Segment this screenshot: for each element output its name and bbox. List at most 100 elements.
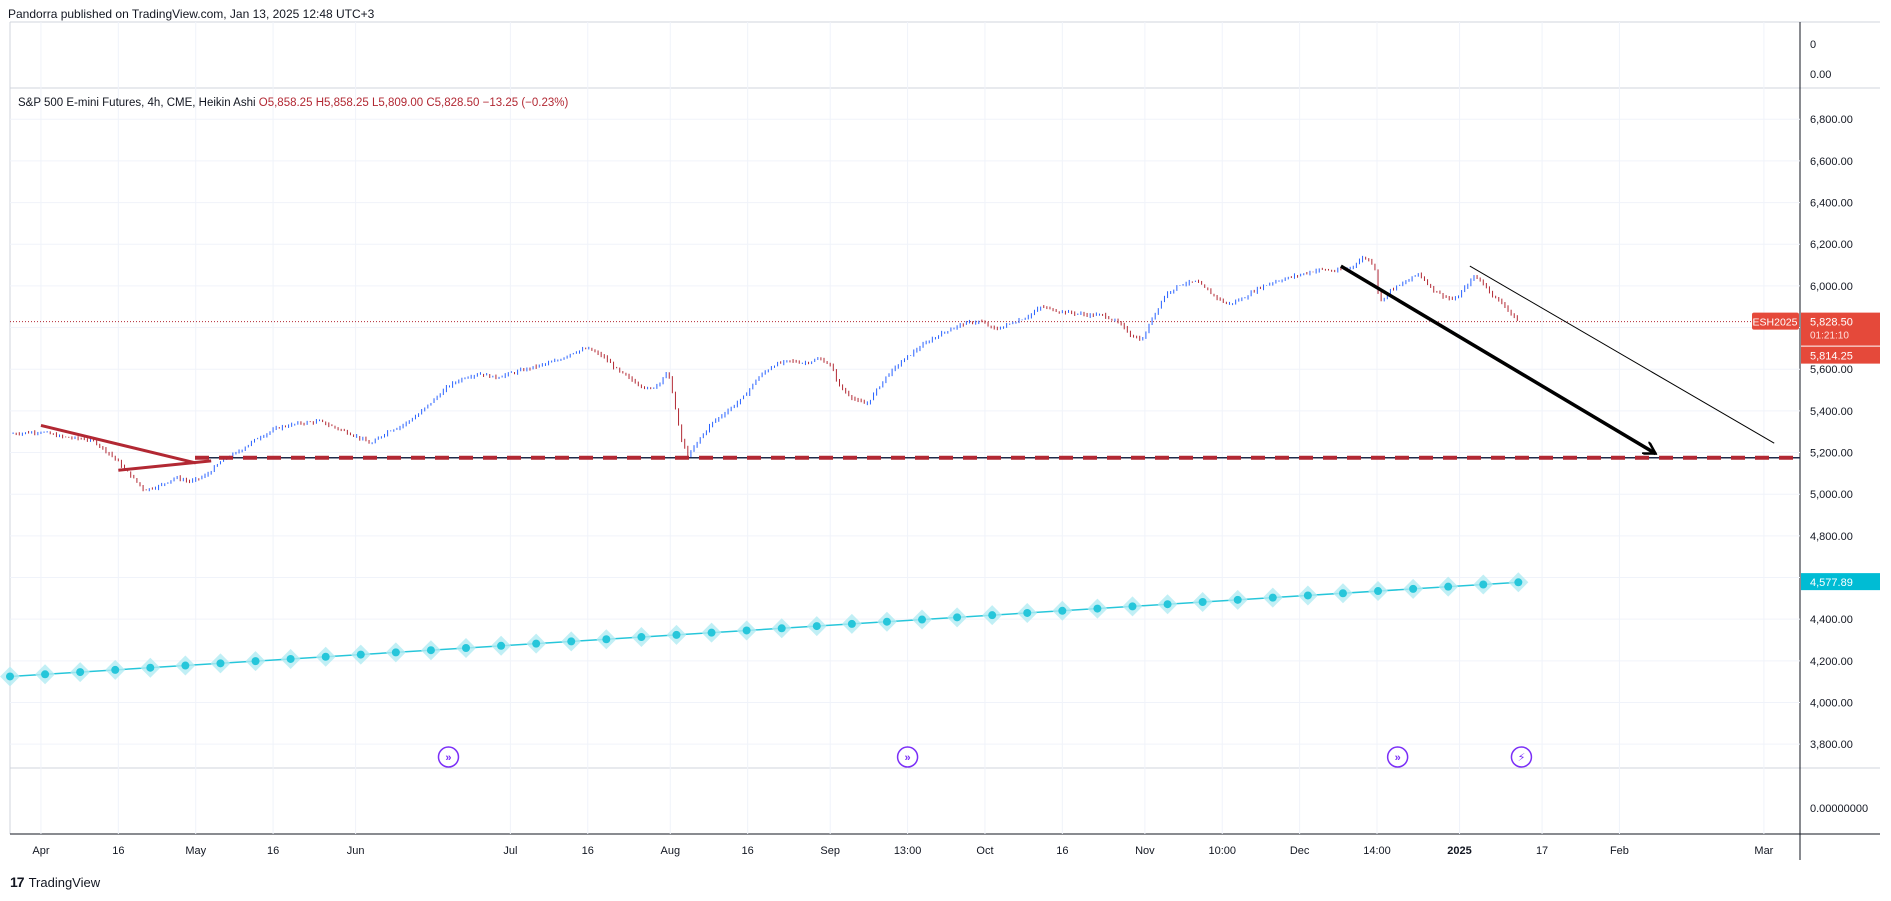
price-axis-tick-label: 5,200.00: [1810, 448, 1853, 460]
indicator-point: [532, 639, 541, 648]
indicator-point: [286, 654, 295, 663]
prev-level-label: 5,814.25: [1810, 351, 1853, 363]
symbol-price-tag: ESH2025: [1752, 312, 1799, 330]
price-axis-tick-label: 4,800.00: [1810, 531, 1853, 543]
top-pane-tick-label: 0.00: [1810, 69, 1831, 81]
price-axis-tick-label: 3,800.00: [1810, 739, 1853, 751]
indicator-point: [567, 637, 576, 646]
event-marker-3: »: [1386, 746, 1409, 768]
event-marker-icon: [1510, 746, 1533, 768]
event-marker-glyph: ⚡: [1518, 752, 1526, 764]
indicator-point: [391, 648, 400, 657]
time-axis-tick-label: 16: [582, 845, 594, 857]
price-axis: 6,800.00 6,600.00 6,400.00 6,200.00 6,000.00…: [1810, 39, 1868, 815]
event-marker-glyph: »: [905, 752, 911, 764]
upper-channel-line: [1469, 265, 1775, 444]
event-marker-1: »: [437, 746, 460, 768]
event-marker-icon: [1386, 746, 1409, 768]
price-axis-tick-label: 6,800.00: [1810, 114, 1853, 126]
top-pane-tick-label: 0: [1810, 39, 1816, 51]
indicator-point: [1128, 602, 1137, 611]
time-axis-tick-label: 17: [1536, 845, 1548, 857]
countdown-label: 01:21:10: [1810, 331, 1849, 342]
price-axis-tick-label: 6,600.00: [1810, 156, 1853, 168]
footer-branding: 17 TradingView: [10, 874, 100, 890]
indicator-point: [462, 643, 471, 652]
projection-arrow: [1339, 264, 1656, 456]
time-axis: Apr 16 May 16 Jun Jul 16 Aug 16 Sep 13:00 Oct 16 Nov 1…: [32, 845, 1773, 857]
event-marker-2: »: [896, 746, 919, 768]
legend-instrument: S&P 500 E-mini Futures, 4h, CME, Heikin …: [18, 97, 256, 109]
indicator-series: [0, 572, 1529, 687]
publisher-caption: Pandorra published on TradingView.com, J…: [8, 7, 375, 21]
indicator-point: [1303, 591, 1312, 600]
time-axis-tick-label: Nov: [1135, 845, 1155, 857]
indicator-point: [1268, 593, 1277, 602]
indicator-point: [1198, 598, 1207, 607]
indicator-point: [216, 659, 225, 668]
price-axis-tick-label: 4,200.00: [1810, 656, 1853, 668]
time-axis-tick-label: Jun: [347, 845, 365, 857]
indicator-point: [426, 646, 435, 655]
indicator-point: [847, 619, 856, 628]
indicator-point: [497, 641, 506, 650]
price-axis-tick-label: 5,000.00: [1810, 489, 1853, 501]
indicator-point: [1023, 608, 1032, 617]
last-price-tag: 5,828.50 01:21:10: [1801, 312, 1880, 346]
last-price-label: 5,828.50: [1810, 317, 1853, 329]
indicator-point: [1514, 578, 1523, 587]
symbol-tag-label: ESH2025: [1753, 317, 1798, 329]
indicator-point: [882, 617, 891, 626]
legend-close: C5,828.50: [426, 97, 480, 109]
time-axis-tick-label: Jul: [503, 845, 517, 857]
indicator-point: [41, 670, 50, 679]
indicator-point: [76, 668, 85, 677]
time-axis-tick-label: 14:00: [1363, 845, 1391, 857]
legend-low: L5,809.00: [371, 97, 424, 109]
indicator-point: [1338, 589, 1347, 598]
event-marker-icon: [437, 746, 460, 768]
event-marker-glyph: »: [445, 752, 451, 764]
time-axis-tick-label: 10:00: [1208, 845, 1236, 857]
indicator-point: [602, 635, 611, 644]
symbol-legend: S&P 500 E-mini Futures, 4h, CME, Heikin …: [18, 97, 568, 109]
event-marker-icon: [896, 746, 919, 768]
indicator-point: [181, 661, 190, 670]
tradingview-brand: TradingView: [28, 874, 101, 890]
time-axis-tick-label: May: [185, 845, 206, 857]
indicator-point: [1163, 600, 1172, 609]
indicator-point: [1233, 595, 1242, 604]
price-axis-tick-label: 4,400.00: [1810, 614, 1853, 626]
time-axis-tick-label: 16: [1056, 845, 1068, 857]
price-axis-tick-label: 4,000.00: [1810, 698, 1853, 710]
indicator-point: [918, 615, 927, 624]
indicator-line: [9, 581, 1522, 678]
price-axis-tick-label: 5,400.00: [1810, 406, 1853, 418]
symbol-tag-box: [1752, 312, 1799, 330]
time-axis-tick-label: 2025: [1447, 845, 1471, 857]
legend-change: −13.25 (−0.23%): [482, 97, 569, 109]
time-axis-tick-label: 13:00: [894, 845, 922, 857]
legend-open: O5,858.25: [258, 97, 313, 109]
candles: [12, 255, 1518, 492]
prev-level-box: [1801, 346, 1880, 364]
time-axis-tick-label: 16: [742, 845, 754, 857]
indicator-point: [1444, 582, 1453, 591]
tradingview-logo-icon: 17: [10, 874, 25, 890]
time-axis-tick-label: Aug: [660, 845, 680, 857]
indicator-value-box: [1801, 573, 1880, 591]
event-marker-4: ⚡: [1510, 746, 1533, 768]
time-axis-tick-label: 16: [112, 845, 124, 857]
indicator-value-label: 4,577.89: [1810, 577, 1853, 589]
indicator-point: [742, 626, 751, 635]
time-axis-tick-label: Feb: [1610, 845, 1629, 857]
time-axis-tick-label: Mar: [1754, 845, 1773, 857]
time-axis-tick-label: Dec: [1290, 845, 1310, 857]
indicator-point: [953, 613, 962, 622]
april-falling-line: [40, 424, 197, 465]
april-rising-line: [118, 459, 212, 472]
legend-high: H5,858.25: [315, 97, 369, 109]
prev-level-tag: 5,814.25: [1801, 346, 1880, 364]
indicator-point: [672, 630, 681, 639]
